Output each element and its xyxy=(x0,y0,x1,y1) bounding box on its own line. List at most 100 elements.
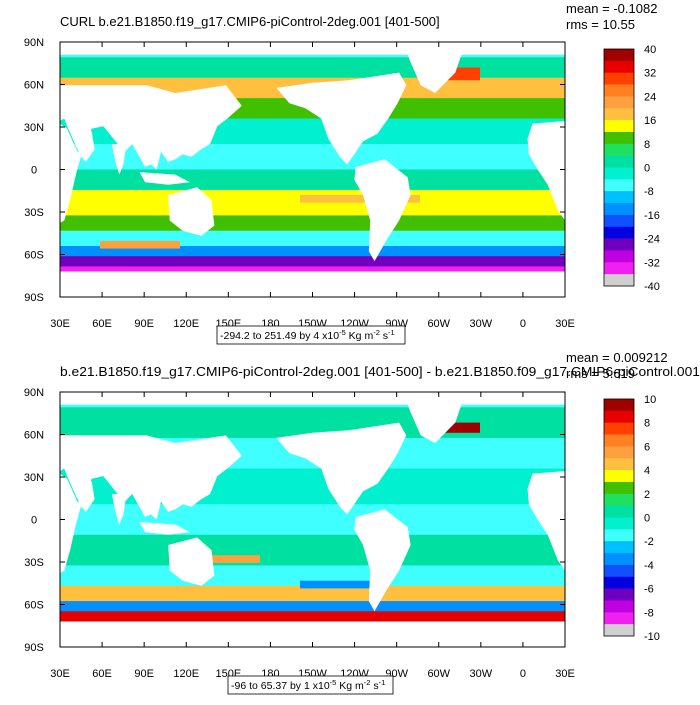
range-exp: -5 xyxy=(330,678,337,687)
colorbar-swatch xyxy=(604,96,634,109)
colorbar-label: -8 xyxy=(644,186,654,198)
colorbar-swatch xyxy=(604,72,634,85)
x-tick-label: 0 xyxy=(520,318,526,330)
x-tick-label: 60E xyxy=(92,668,112,680)
x-tick-label: 30E xyxy=(555,668,575,680)
mean-stat: mean = 0.009212 xyxy=(566,350,668,365)
y-tick-label: 60S xyxy=(24,250,44,262)
map-panel-bottom: b.e21.B1850.f19_g17.CMIP6-piControl-2deg… xyxy=(24,350,700,695)
colorbar-swatch xyxy=(604,600,634,613)
panel-title: b.e21.B1850.f19_g17.CMIP6-piControl-2deg… xyxy=(60,364,700,379)
range-prefix: -294.2 to 251.49 by 4 x10 xyxy=(220,330,339,342)
range-s: s xyxy=(380,330,388,342)
colorbar-swatch xyxy=(604,576,634,589)
mean-stat: mean = -0.1082 xyxy=(566,1,657,16)
x-tick-label: 30E xyxy=(50,668,70,680)
x-tick-label: 60E xyxy=(92,318,112,330)
colorbar-swatch xyxy=(604,470,634,483)
y-tick-label: 30N xyxy=(24,122,44,134)
colorbar-swatch xyxy=(604,434,634,447)
colorbar-swatch xyxy=(604,505,634,518)
colorbar-label: -32 xyxy=(644,257,660,269)
colorbar-swatch xyxy=(604,481,634,495)
colorbar-swatch xyxy=(604,517,634,530)
colorbar-swatch xyxy=(604,238,634,251)
colorbar-swatch xyxy=(604,588,634,601)
colorbar-swatch xyxy=(604,529,634,542)
y-tick-label: 0 xyxy=(31,515,37,527)
colorbar-swatch xyxy=(604,624,634,637)
colorbar: 40 32 24 16 8 0 -8 -16 -24 -32 -40 xyxy=(603,44,660,293)
colorbar-swatch xyxy=(604,226,634,239)
colorbar-swatch xyxy=(604,612,634,625)
range-label: -294.2 to 251.49 by 4 x10-5 Kg m-2 s-1 xyxy=(216,325,406,345)
colorbar-swatch xyxy=(604,274,634,287)
colorbar-label: 8 xyxy=(644,139,650,151)
colorbar-swatch xyxy=(604,214,634,228)
range-s: s xyxy=(370,680,378,692)
x-tick-label: 30W xyxy=(470,668,493,680)
colorbar-label: -16 xyxy=(644,210,660,222)
x-tick-label: 30E xyxy=(555,318,575,330)
colorbar-swatch xyxy=(604,155,634,168)
colorbar-swatch xyxy=(604,108,634,121)
colorbar-label: -4 xyxy=(644,560,654,572)
y-axis-ticks: 90N 60N 30N 0 30S 60S 90S xyxy=(24,387,565,654)
map-panel-top: CURL b.e21.B1850.f19_g17.CMIP6-piControl… xyxy=(24,1,660,345)
colorbar-label: -10 xyxy=(644,631,660,643)
x-tick-label: 120E xyxy=(173,668,199,680)
y-tick-label: 60S xyxy=(24,600,44,612)
colorbar-label: 2 xyxy=(644,489,650,501)
difference-map xyxy=(60,392,565,648)
range-u2: -1 xyxy=(388,328,395,337)
colorbar-swatch xyxy=(604,399,634,412)
colorbar-label: 10 xyxy=(644,394,656,406)
panel-title: CURL b.e21.B1850.f19_g17.CMIP6-piControl… xyxy=(60,14,440,29)
x-tick-label: 0 xyxy=(520,668,526,680)
colorbar-swatch xyxy=(604,262,634,275)
range-label: -96 to 65.37 by 1 x10-5 Kg m-2 s-1 xyxy=(227,675,394,695)
range-units: Kg m xyxy=(346,330,374,342)
y-tick-label: 90N xyxy=(24,37,44,49)
colorbar-swatch xyxy=(604,564,634,578)
range-units: Kg m xyxy=(336,680,364,692)
colorbar-swatch xyxy=(604,49,634,62)
x-tick-label: 60W xyxy=(427,668,450,680)
y-tick-label: 30S xyxy=(24,207,44,219)
y-tick-label: 30N xyxy=(24,472,44,484)
x-tick-label: 60W xyxy=(427,318,450,330)
colorbar-label: 4 xyxy=(644,465,650,477)
svg-text:-294.2 to 251.49 by 4 x10-5 Kg: -294.2 to 251.49 by 4 x10-5 Kg m-2 s-1 xyxy=(220,328,395,342)
x-tick-label: 30W xyxy=(470,318,493,330)
colorbar-swatch xyxy=(604,493,634,506)
colorbar-label: -8 xyxy=(644,607,654,619)
colorbar-swatch xyxy=(604,203,634,216)
colorbar-label: 40 xyxy=(644,44,656,56)
y-tick-label: 90S xyxy=(24,292,44,304)
y-tick-label: 0 xyxy=(31,165,37,177)
colorbar-label: 8 xyxy=(644,418,650,430)
colorbar-label: 32 xyxy=(644,68,656,80)
colorbar-swatch xyxy=(604,131,634,145)
colorbar-label: -6 xyxy=(644,584,654,596)
colorbar-swatch xyxy=(604,143,634,156)
colorbar-label: 6 xyxy=(644,441,650,453)
colorbar-swatch xyxy=(604,84,634,97)
colorbar-swatch xyxy=(604,167,634,180)
range-u2: -1 xyxy=(379,678,386,687)
colorbar-swatch xyxy=(604,422,634,435)
range-u1: -2 xyxy=(364,678,371,687)
colorbar-swatch xyxy=(604,60,634,73)
colorbar-label: 0 xyxy=(644,513,650,525)
colorbar-label: -40 xyxy=(644,281,660,293)
rms-stat: rms = 10.55 xyxy=(566,17,635,32)
range-prefix: -96 to 65.37 by 1 x10 xyxy=(231,680,330,692)
colorbar-label: 24 xyxy=(644,91,656,103)
y-tick-label: 30S xyxy=(24,557,44,569)
curl-map xyxy=(60,42,565,298)
colorbar-swatch xyxy=(604,446,634,459)
y-tick-label: 90S xyxy=(24,642,44,654)
colorbar-swatch xyxy=(604,458,634,471)
colorbar-swatch xyxy=(604,410,634,423)
colorbar-label: -24 xyxy=(644,234,660,246)
